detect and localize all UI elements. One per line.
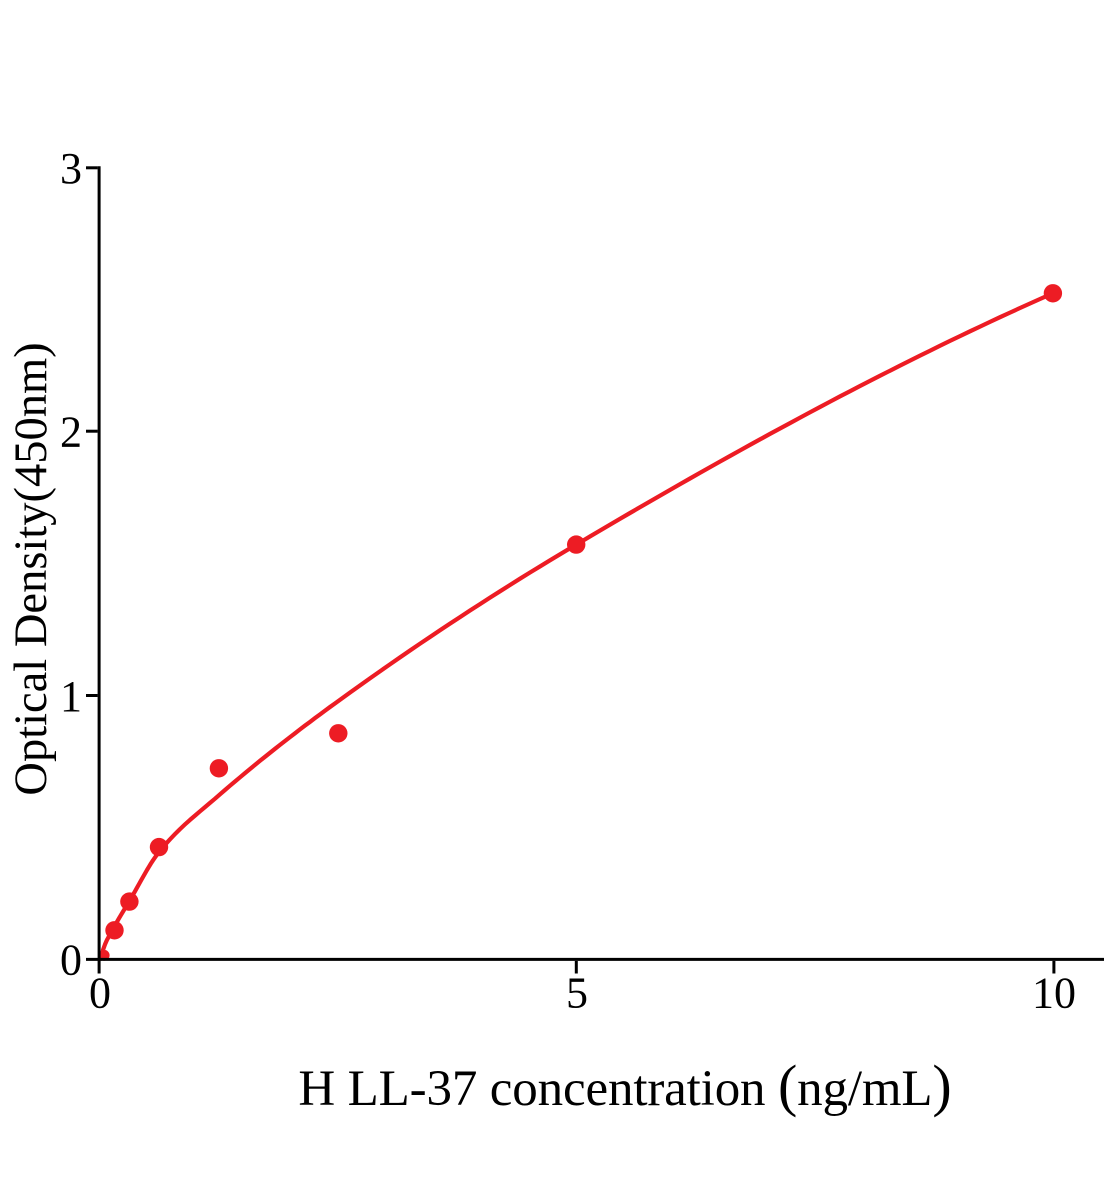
svg-text:1: 1 xyxy=(60,672,82,721)
svg-text:2: 2 xyxy=(60,408,82,457)
svg-text:5: 5 xyxy=(566,969,588,1018)
svg-text:0: 0 xyxy=(89,969,111,1018)
svg-text:0: 0 xyxy=(60,935,82,984)
svg-text:10: 10 xyxy=(1032,969,1076,1018)
svg-text:3: 3 xyxy=(60,144,82,193)
svg-text:Optical Density(450nm): Optical Density(450nm) xyxy=(6,342,57,795)
svg-text:H LL-37 concentration (ng/mL): H LL-37 concentration (ng/mL) xyxy=(298,1053,951,1118)
